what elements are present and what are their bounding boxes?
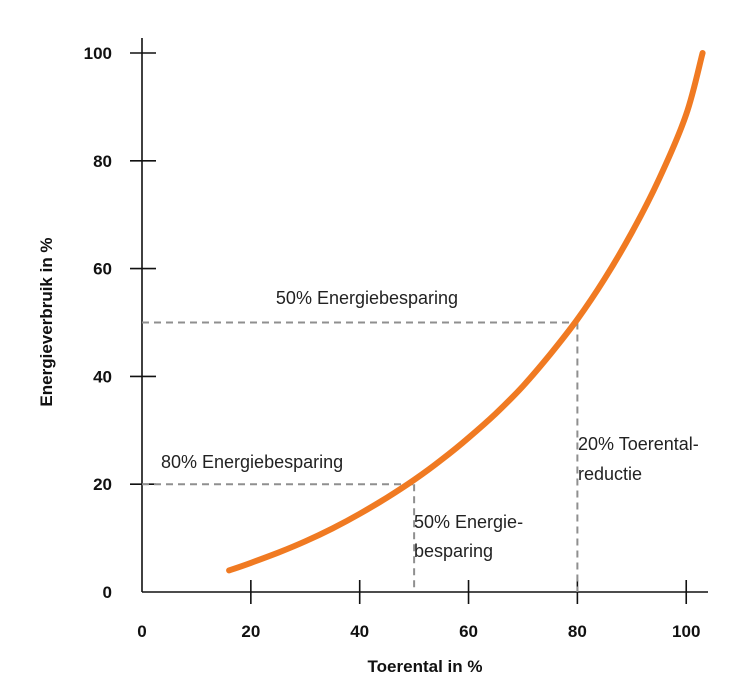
energy-curve [226, 50, 706, 574]
y-tick-label-80: 80 [93, 152, 112, 171]
y-tick-label-20: 20 [93, 475, 112, 494]
y-tick-label-40: 40 [93, 367, 112, 386]
annotation-50-energiebesparing-line1: 50% Energie- [414, 512, 523, 532]
y-tick-label-60: 60 [93, 260, 112, 279]
x-tick-label-20: 20 [241, 622, 260, 641]
annotation-20-toerentalreductie-line1: 20% Toerental- [578, 434, 699, 454]
annotation-80-energiebesparing: 80% Energiebesparing [161, 452, 343, 472]
x-tick-label-100: 100 [672, 622, 700, 641]
guide-lines [142, 321, 579, 592]
x-tick-label-0: 0 [137, 622, 146, 641]
annotation-50-energiebesparing: 50% Energiebesparing [276, 288, 458, 308]
x-tick-label-40: 40 [350, 622, 369, 641]
x-tick-label-60: 60 [459, 622, 478, 641]
y-tick-label-0: 0 [103, 583, 112, 602]
axis-ticks: 0 20 40 60 80 100 0 20 40 60 80 100 [84, 44, 701, 641]
x-axis-title: Toerental in % [368, 657, 483, 676]
annotation-20-toerentalreductie-line2: reductie [578, 464, 642, 484]
x-tick-label-80: 80 [568, 622, 587, 641]
annotation-50-energiebesparing-line2: besparing [414, 541, 493, 561]
y-axis-title: Energieverbruik in % [37, 237, 56, 406]
y-tick-label-100: 100 [84, 44, 112, 63]
